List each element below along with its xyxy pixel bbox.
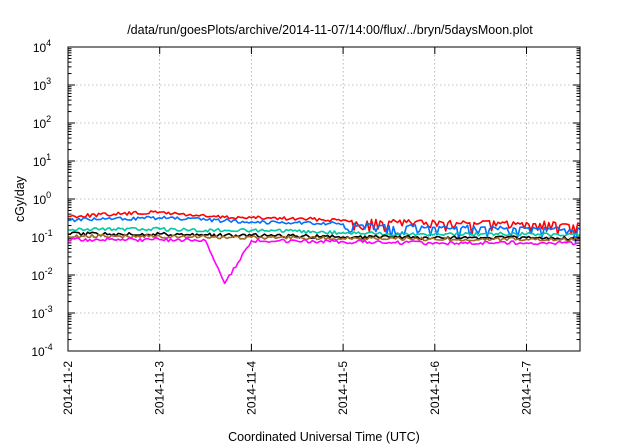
y-tick-base: 10 [31,231,45,245]
y-tick-exponent: -1 [45,228,53,238]
x-tick-labels: 2014-11-2 2014-11-3 2014-11-4 2014-11-5 2014… [61,361,534,415]
x-tick-label: 2014-11-5 [336,361,350,415]
y-tick-base: 10 [31,345,45,359]
series-line-6 [67,237,581,285]
y-tick-label: 100 [33,190,51,207]
x-tick-label: 2014-11-4 [244,361,258,415]
y-tick-label: 103 [33,76,51,93]
y-tick-exponent: 1 [46,152,51,162]
y-tick-base: 10 [31,307,45,321]
y-tick-base: 10 [33,117,47,131]
y-tick-label: 10-4 [31,342,52,359]
y-tick-label: 104 [33,38,51,55]
x-tick-label: 2014-11-6 [428,361,442,415]
series-line-1 [67,210,581,236]
series-line-5 [67,233,581,243]
y-tick-exponent: -4 [45,342,53,352]
y-tick-base: 10 [33,79,47,93]
y-tick-exponent: 4 [46,38,51,48]
y-tick-label: 10-2 [31,266,52,283]
y-tick-label: 102 [33,114,51,131]
x-axis-label: Coordinated Universal Time (UTC) [228,430,420,444]
y-tick-label: 10-1 [31,228,52,245]
x-tick-label: 2014-11-7 [520,361,534,415]
series-line-2 [67,215,581,244]
y-tick-exponent: -3 [45,304,53,314]
series-layer [67,210,581,285]
chart-title: /data/run/goesPlots/archive/2014-11-07/1… [127,23,533,37]
y-tick-base: 10 [33,193,47,207]
x-tick-label: 2014-11-3 [153,361,167,415]
y-tick-base: 10 [31,269,45,283]
y-tick-exponent: 0 [46,190,51,200]
y-tick-exponent: -2 [45,266,53,276]
y-tick-label: 10-3 [31,304,52,321]
grid [67,46,580,352]
y-tick-exponent: 3 [46,76,51,86]
y-tick-base: 10 [33,155,47,169]
y-tick-label: 101 [33,152,51,169]
x-tick-label: 2014-11-2 [61,361,75,415]
y-tick-exponent: 2 [46,114,51,124]
series-line-3 [67,226,581,238]
plot-frame [67,46,581,352]
y-tick-base: 10 [33,41,47,55]
y-axis-label: cGy/day [13,175,27,222]
